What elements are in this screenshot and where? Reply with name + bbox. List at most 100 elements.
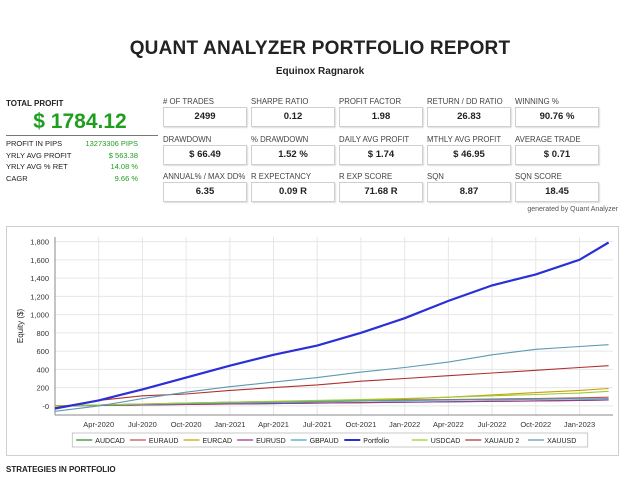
metric-value: $ 66.49 [163,145,247,165]
legend-label: AUDCAD [95,438,125,445]
metric-value: 1.52 % [251,145,335,165]
legend-label: XAUUSD [547,438,576,445]
metric-label: PROFIT FACTOR [339,97,402,106]
legend-label: EURUSD [256,438,286,445]
metric-value: 26.83 [427,107,511,127]
y-axis-label: Equity ($) [16,309,25,344]
total-profit-value: $ 1784.12 [33,110,127,133]
metric-value: $ 1.74 [339,145,423,165]
metric-label: DAILY AVG PROFIT [339,135,410,144]
y-tick-label: 1,200 [30,292,49,301]
metric-label: SQN SCORE [515,172,562,181]
series-line-usdcad [54,390,609,407]
y-tick-label: 200 [36,384,49,393]
y-tick-label: 1,000 [30,311,49,320]
summary-label: CAGR [6,173,28,183]
metric-value: 18.45 [515,182,599,202]
metric-value: 6.35 [163,182,247,202]
summary-row-pips: PROFIT IN PIPS 13273306 PIPS [6,138,138,150]
legend-label: GBPAUD [310,438,339,445]
x-tick-label: Oct-2021 [346,420,377,429]
summary-value: 9.66 % [114,173,138,183]
metric-value: $ 46.95 [427,145,511,165]
summary-label: YRLY AVG % RET [6,162,68,171]
legend-label: EURCAD [203,438,233,445]
metric-card-r-exp-score: R EXP SCORE 71.68 R [339,172,423,202]
metric-label: % DRAWDOWN [251,135,309,144]
x-tick-label: Oct-2022 [520,420,551,429]
metric-label: RETURN / DD RATIO [427,97,503,106]
report-subtitle: Equinox Ragnarok [275,66,365,77]
generated-by-note: generated by Quant Analyzer [527,206,618,213]
x-tick-label: Jan-2021 [214,420,245,429]
metric-value: 8.87 [427,182,511,202]
divider [6,135,158,136]
x-tick-label: Jul-2020 [128,420,157,429]
report-title: QUANT ANALYZER PORTFOLIO REPORT [129,38,511,59]
summary-label: PROFIT IN PIPS [6,139,63,148]
legend-label: EURAUD [149,438,179,445]
summary-row-yrly-profit: YRLY AVG PROFIT $ 563.38 [6,150,138,162]
metric-card-r-expectancy: R EXPECTANCY 0.09 R [251,172,335,202]
x-tick-label: Apr-2022 [433,420,464,429]
metric-card-drawdown: DRAWDOWN $ 66.49 [163,135,247,165]
legend-label: USDCAD [431,438,461,445]
y-tick-label: -0 [42,402,49,411]
metric-label: R EXPECTANCY [251,172,312,181]
metric-label: # OF TRADES [163,97,214,106]
summary-stats: PROFIT IN PIPS 13273306 PIPS YRLY AVG PR… [6,138,138,184]
x-tick-label: Jan-2023 [564,420,595,429]
series-line-portfolio [54,241,610,410]
metric-label: R EXP SCORE [339,172,393,181]
metric-label: ANNUAL% / MAX DD% [163,172,246,181]
y-tick-label: 800 [36,329,49,338]
summary-row-cagr: CAGR 9.66 % [6,173,138,185]
metric-card-sqn-score: SQN SCORE 18.45 [515,172,599,202]
summary-value: 14.08 % [110,162,138,171]
summary-value: 13273306 PIPS [85,139,138,148]
series-line-eurusd [54,399,609,407]
legend-label: XAUAUD 2 [484,438,519,445]
y-tick-label: 1,600 [30,256,49,265]
metric-value: 2499 [163,107,247,127]
y-tick-label: 400 [36,365,49,374]
equity-chart: -0 200 400 600 800 1,000 1,200 1,400 1,600 1,800 A… [16,237,613,448]
y-tick-label: 600 [36,347,49,356]
metric-card-annual-dd: ANNUAL% / MAX DD% 6.35 [163,172,247,202]
metric-value: 0.09 R [251,182,335,202]
legend-label: Portfolio [363,438,389,445]
metric-label: DRAWDOWN [163,135,212,144]
metric-value: 90.76 % [515,107,599,127]
legend-box [71,432,589,448]
metric-value: $ 0.71 [515,145,599,165]
summary-label: YRLY AVG PROFIT [6,150,72,160]
metric-card-mthly-avg: MTHLY AVG PROFIT $ 46.95 [427,135,511,165]
metric-card-return-dd: RETURN / DD RATIO 26.83 [427,97,511,127]
x-tick-label: Apr-2021 [258,420,289,429]
equity-chart-frame: -0 200 400 600 800 1,000 1,200 1,400 1,600 1,800 A… [6,226,619,456]
section-title-strategies: STRATEGIES IN PORTFOLIO [6,465,116,474]
x-tick-label: Jul-2021 [303,420,332,429]
x-tick-label: Jul-2022 [478,420,507,429]
summary-value: $ 563.38 [108,150,138,160]
y-tick-label: 1,400 [30,274,49,283]
metric-label: WINNING % [515,97,559,106]
series-line-xauusd [54,344,609,412]
x-tick-label: Oct-2020 [171,420,202,429]
metric-card-sqn: SQN 8.87 [427,172,511,202]
metric-label: SQN [427,172,444,181]
metric-card-pct-drawdown: % DRAWDOWN 1.52 % [251,135,335,165]
metric-card-trades: # OF TRADES 2499 [163,97,247,127]
total-profit-label: TOTAL PROFIT [6,99,64,108]
x-tick-label: Jan-2022 [389,420,420,429]
metric-card-avg-trade: AVERAGE TRADE $ 0.71 [515,135,599,165]
metric-label: SHARPE RATIO [251,97,309,106]
x-tick-label: Apr-2020 [83,420,114,429]
series-line-xauaud-2 [54,365,609,409]
summary-row-yrly-ret: YRLY AVG % RET 14.08 % [6,161,138,173]
metric-card-daily-avg: DAILY AVG PROFIT $ 1.74 [339,135,423,165]
metric-card-winning: WINNING % 90.76 % [515,97,599,127]
metric-label: MTHLY AVG PROFIT [427,135,502,144]
metric-value: 1.98 [339,107,423,127]
y-tick-label: 1,800 [30,238,49,247]
